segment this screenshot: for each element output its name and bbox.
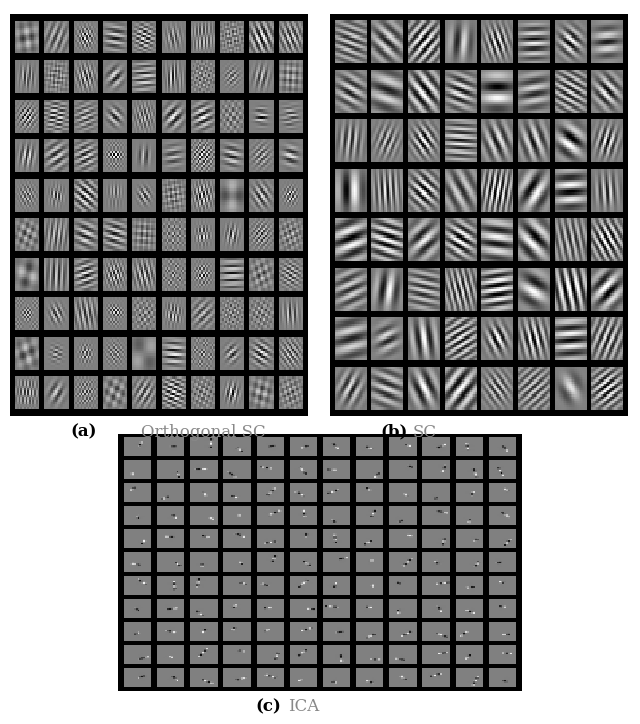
Text: (a): (a) bbox=[70, 424, 97, 440]
Text: (c): (c) bbox=[256, 698, 282, 715]
Text: Orthogonal SC: Orthogonal SC bbox=[141, 424, 266, 440]
Text: SC: SC bbox=[413, 424, 437, 440]
Text: (b): (b) bbox=[380, 424, 407, 440]
Text: ICA: ICA bbox=[288, 698, 319, 715]
